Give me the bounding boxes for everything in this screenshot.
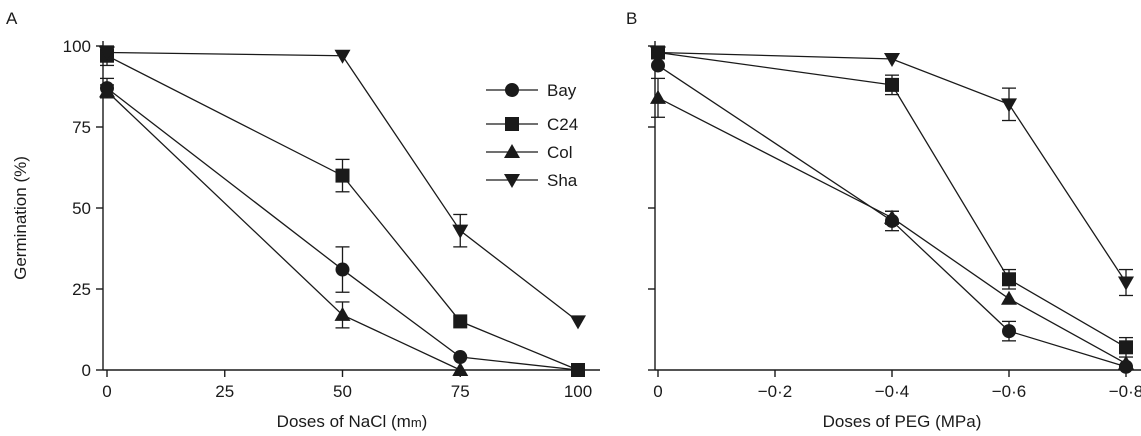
panel-a-point-col xyxy=(452,362,469,376)
panel-a-x-axis-title-close: ) xyxy=(422,412,428,431)
panel-a-point-c24 xyxy=(571,363,585,377)
panel-b-point-c24 xyxy=(1002,272,1016,287)
panel-b-point-sha xyxy=(884,52,900,67)
panel-b-point-sha xyxy=(650,46,666,61)
legend-marker-sha xyxy=(504,174,520,188)
panel-b-line-c24 xyxy=(657,51,1127,348)
panel-a-y-tick-label: 25 xyxy=(72,280,91,299)
panel-a: A Germination (%) Doses of NaCl (mm) 0 25… xyxy=(6,9,605,431)
panel-b-point-c24 xyxy=(885,77,899,92)
panel-a-point-sha xyxy=(570,315,586,330)
panel-b-line-bay xyxy=(657,64,1127,368)
panel-a-point-sha xyxy=(452,224,469,239)
panel-b-x-tick-label: −0·2 xyxy=(758,382,793,401)
panel-a-point-bay xyxy=(335,262,350,277)
panel-a-point-col xyxy=(334,306,351,321)
panel-a-line-col xyxy=(106,90,461,371)
panel-a-x-tick-label: 100 xyxy=(564,382,592,401)
panel-a-plot xyxy=(99,45,586,377)
panel-a-y-axis-title: Germination (%) xyxy=(11,156,30,280)
panel-b-point-bay xyxy=(651,58,665,73)
panel-a-point-sha xyxy=(334,49,351,64)
panel-b-letter: B xyxy=(626,9,637,28)
legend-label-c24: C24 xyxy=(547,115,578,134)
panel-a-x-tick-label: 0 xyxy=(102,382,111,401)
panel-b-x-tick-label: 0 xyxy=(653,382,662,401)
panel-b-point-sha xyxy=(1118,276,1134,291)
panel-a-x-axis-title: Doses of NaCl (mm) xyxy=(277,412,428,431)
panel-a-y-tick-label: 50 xyxy=(72,199,91,218)
legend-box xyxy=(480,70,605,200)
panel-a-point-c24 xyxy=(453,314,468,329)
panel-a-y-tick-label: 100 xyxy=(63,37,91,56)
panel-a-x-tick-label: 50 xyxy=(333,382,352,401)
panel-a-x-axis-title-main: Doses of NaCl (m xyxy=(277,412,411,431)
panel-a-point-bay xyxy=(453,350,468,365)
legend-label-col: Col xyxy=(547,143,573,162)
panel-b-x-tick-label: −0·4 xyxy=(875,382,910,401)
panel-a-point-col xyxy=(99,83,115,98)
panel-b-plot xyxy=(650,45,1134,374)
panel-b-x-tick-label: −0·8 xyxy=(1109,382,1141,401)
panel-a-ticks: 0 25 50 75 100 0 25 50 75 100 xyxy=(63,37,593,401)
panel-b-point-bay xyxy=(1002,324,1016,339)
legend-marker-col xyxy=(504,144,520,158)
legend-marker-c24 xyxy=(505,117,519,131)
panel-b-x-axis-title: Doses of PEG (MPa) xyxy=(823,412,982,431)
panel-b-point-col xyxy=(884,209,900,224)
panel-b-point-col xyxy=(650,89,666,104)
legend-label-bay: Bay xyxy=(547,81,577,100)
panel-a-letter: A xyxy=(6,9,18,28)
panel-a-x-axis-title-unit: m xyxy=(411,415,422,430)
panel-a-x-tick-label: 75 xyxy=(451,382,470,401)
panel-a-point-c24 xyxy=(335,168,350,183)
panel-a-x-tick-label: 25 xyxy=(215,382,234,401)
panel-b-x-tick-label: −0·6 xyxy=(992,382,1027,401)
panel-a-y-tick-label: 0 xyxy=(82,361,91,380)
legend: Bay C24 Col Sha xyxy=(480,70,605,200)
panel-a-line-c24 xyxy=(106,55,579,371)
legend-marker-bay xyxy=(505,83,519,97)
panel-a-line-sha xyxy=(106,51,579,322)
panel-b-point-c24 xyxy=(1119,340,1133,355)
panel-b-point-col xyxy=(1118,355,1134,370)
panel-b-line-col xyxy=(657,97,1127,365)
panel-a-y-tick-label: 75 xyxy=(72,118,91,137)
panel-b: B Doses of PEG (MPa) 0 −0·2 −0·4 −0·6 −0·8 xyxy=(626,9,1141,431)
panel-b-point-sha xyxy=(1001,98,1017,113)
legend-label-sha: Sha xyxy=(547,171,578,190)
panel-a-line-bay xyxy=(106,87,579,371)
panel-b-ticks: 0 −0·2 −0·4 −0·6 −0·8 xyxy=(648,45,1141,401)
panel-b-point-col xyxy=(1001,290,1017,305)
panel-a-point-sha xyxy=(99,46,115,61)
panel-b-line-sha xyxy=(657,51,1127,283)
